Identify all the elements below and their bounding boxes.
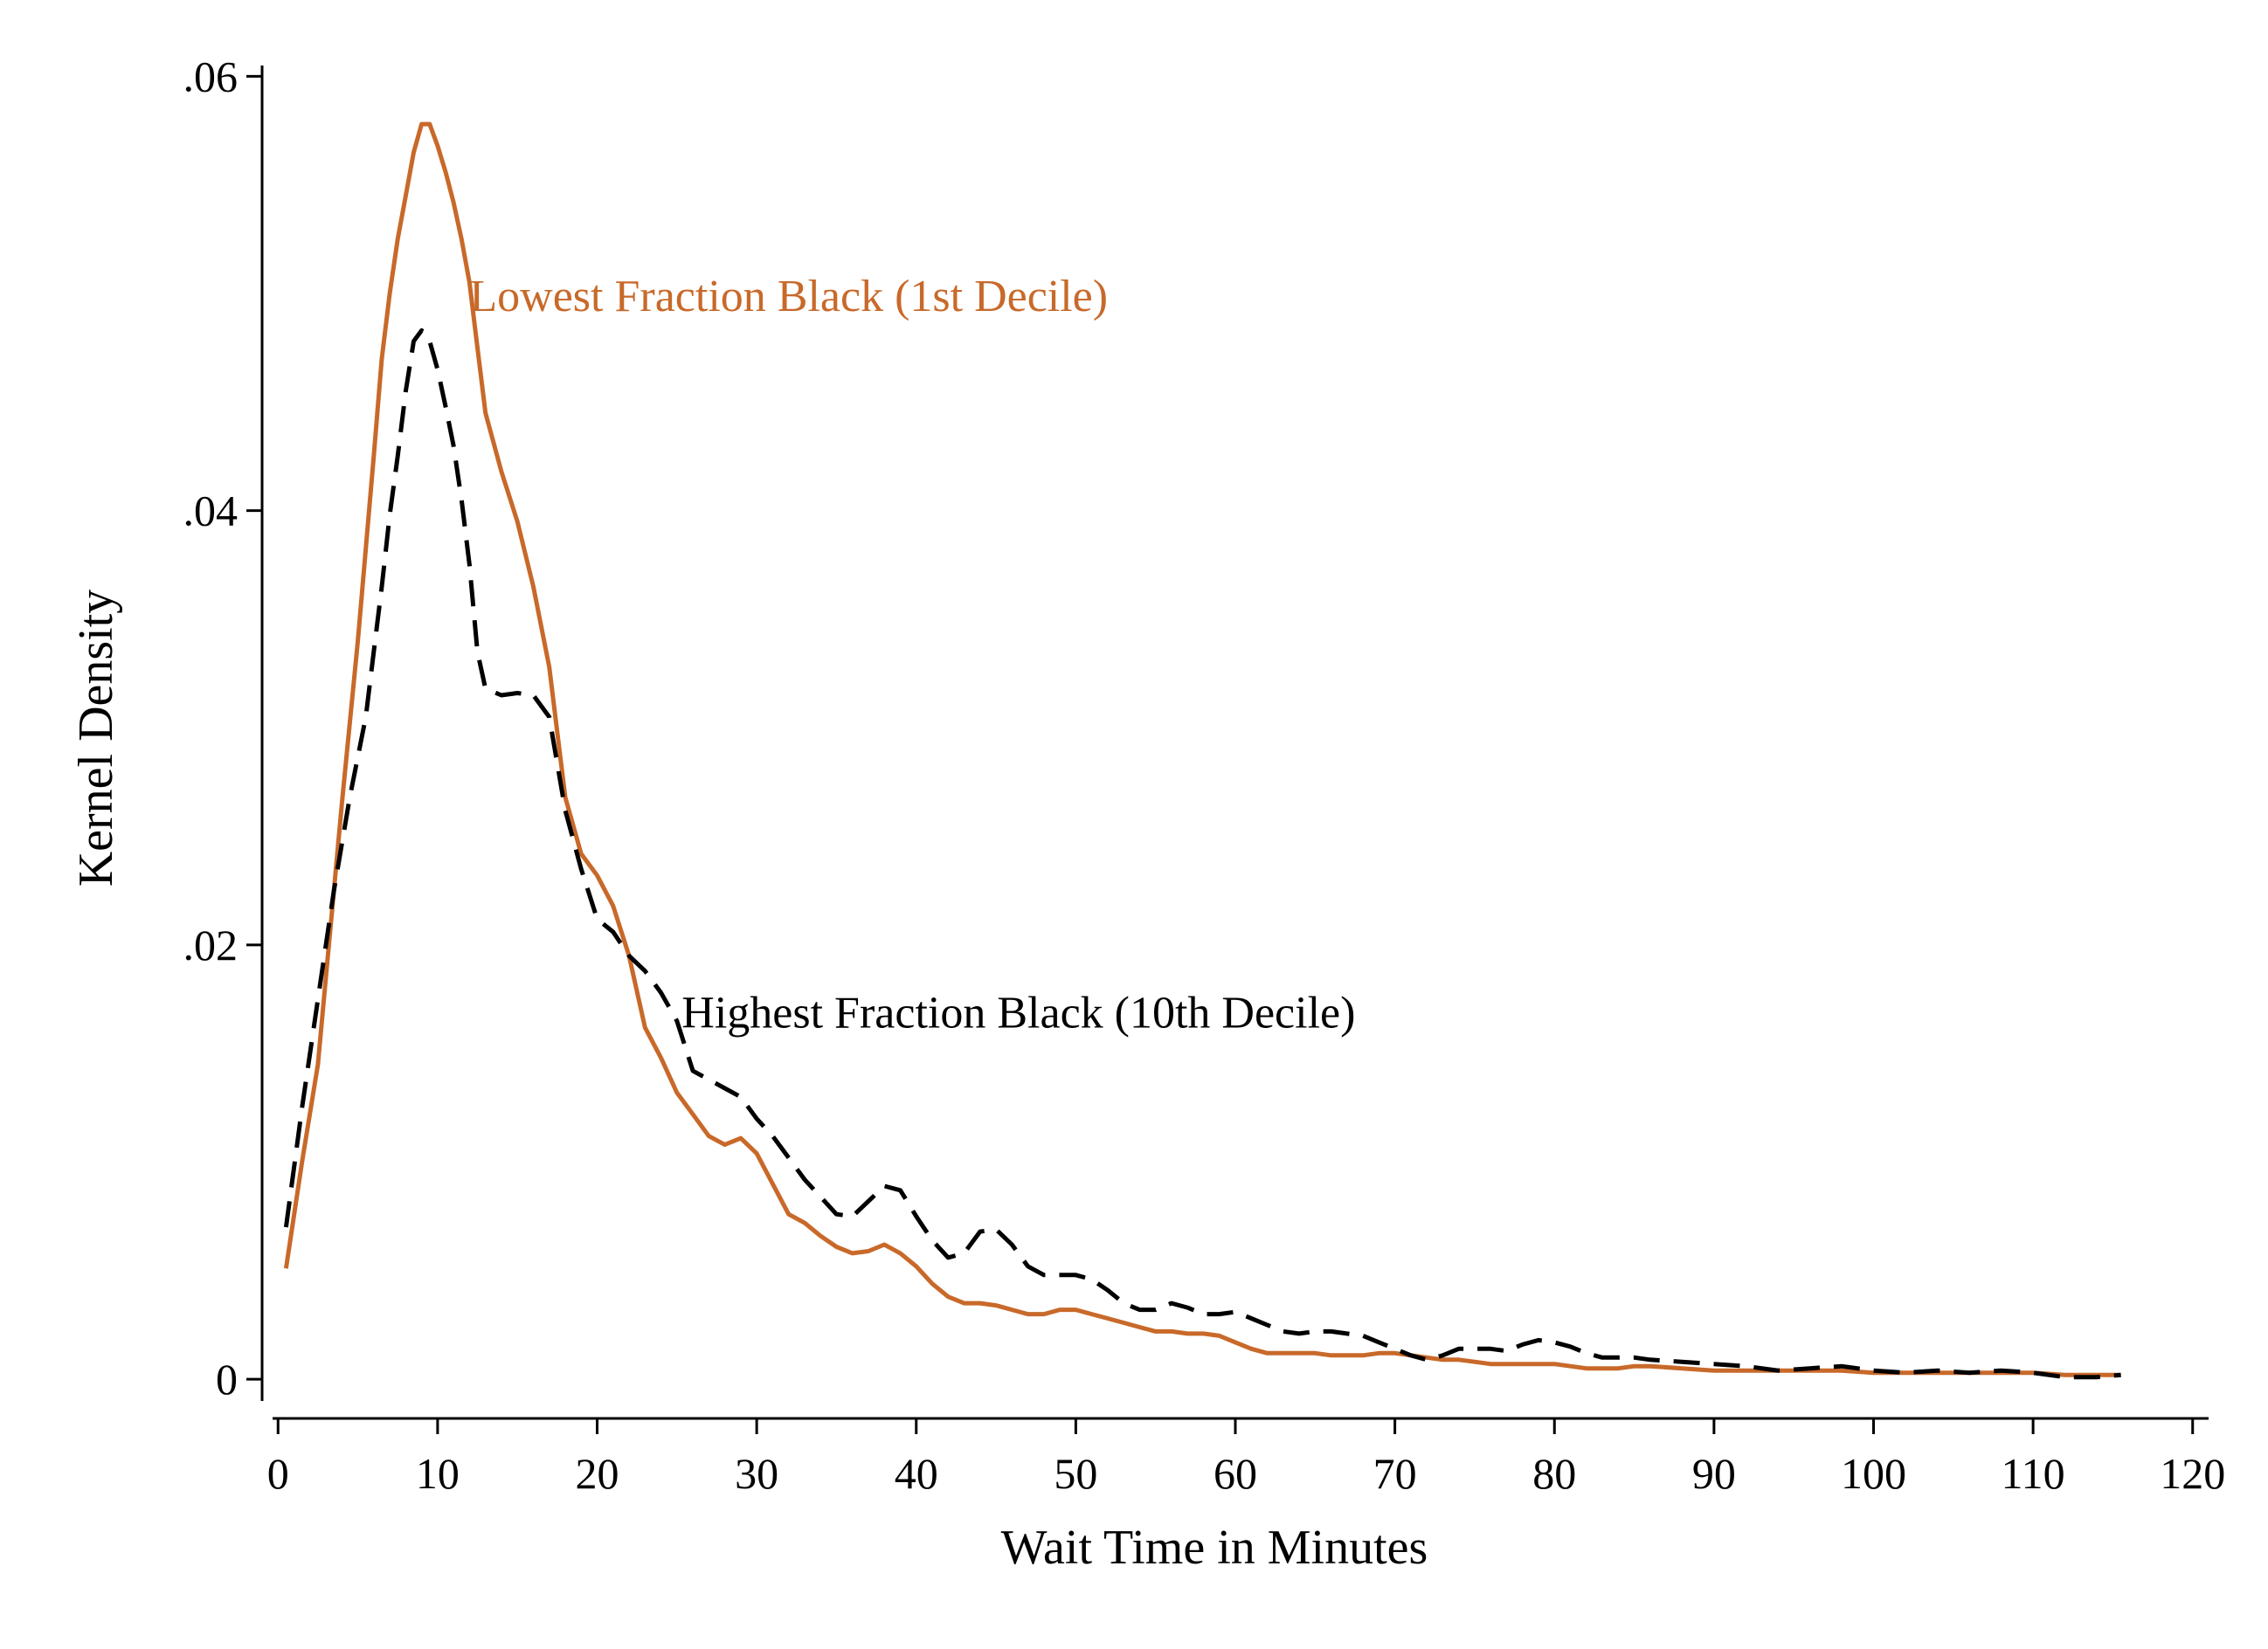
y-tick-label: .02: [183, 921, 239, 969]
x-tick-label: 110: [2002, 1449, 2065, 1498]
series-line-highest-decile: [283, 328, 2121, 1380]
y-tick-label: .04: [183, 486, 239, 535]
y-tick-label: .06: [183, 52, 239, 100]
x-tick-label: 90: [1692, 1449, 1736, 1498]
x-tick-label: 20: [576, 1449, 619, 1498]
x-tick-label: 40: [895, 1449, 938, 1498]
x-tick-label: 30: [735, 1449, 778, 1498]
x-tick-label: 80: [1532, 1449, 1576, 1498]
x-tick-label: 50: [1054, 1449, 1097, 1498]
annotation-lowest-decile: Lowest Fraction Black (1st Decile): [469, 272, 1108, 321]
y-axis-title: Kernel Density: [69, 590, 123, 887]
x-tick-label: 60: [1214, 1449, 1257, 1498]
x-tick-label: 0: [267, 1449, 289, 1498]
annotations-group: Lowest Fraction Black (1st Decile) Highes…: [469, 272, 1355, 1038]
x-tick-label: 70: [1373, 1449, 1417, 1498]
y-tick-label: 0: [216, 1355, 238, 1404]
series-line-lowest-decile: [283, 121, 2121, 1377]
x-tick-label: 10: [416, 1449, 460, 1498]
x-tick-label: 120: [2160, 1449, 2225, 1498]
axes: 0 .02 .04 .06 0 10 20 30 40 50 60 70 80 90 100 110 120: [183, 52, 2226, 1498]
x-axis-title: Wait Time in Minutes: [1001, 1521, 1428, 1575]
x-tick-label: 100: [1841, 1449, 1906, 1498]
series-group: [283, 121, 2121, 1380]
annotation-highest-decile: Highest Fraction Black (10th Decile): [681, 988, 1355, 1038]
